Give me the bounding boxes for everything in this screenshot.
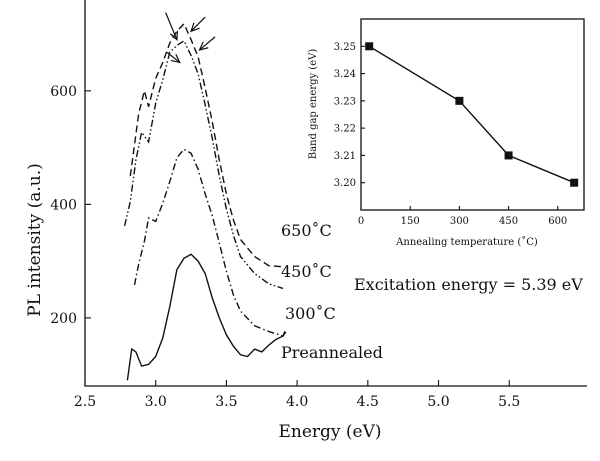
inset-y-tick-label: 3.24 bbox=[334, 69, 356, 80]
series-line-0 bbox=[126, 253, 287, 381]
inset-data-point bbox=[504, 151, 513, 160]
series-label-300: 300˚C bbox=[285, 304, 336, 323]
main-x-tick-label: 4.5 bbox=[357, 394, 379, 410]
main-y-tick-label: 200 bbox=[50, 311, 77, 327]
main-y-tick-label: 400 bbox=[50, 197, 77, 213]
main-x-tick-label: 3.5 bbox=[215, 394, 237, 410]
inset-series-group bbox=[365, 42, 579, 187]
inset-x-tick-label: 0 bbox=[358, 216, 364, 227]
inset-x-tick-label: 600 bbox=[548, 216, 567, 227]
series-label-preannealed: Preannealed bbox=[281, 343, 383, 362]
inset-data-point bbox=[365, 42, 374, 51]
inset-x-axis-label: Annealing temperature (˚C) bbox=[395, 236, 538, 248]
main-y-tick-label: 600 bbox=[50, 84, 77, 100]
inset-plot-frame bbox=[360, 18, 585, 211]
peak-arrow-line bbox=[166, 51, 181, 63]
inset-x-tick-label: 450 bbox=[499, 216, 518, 227]
inset-data-point bbox=[570, 178, 579, 187]
inset-y-tick-label: 3.25 bbox=[334, 42, 356, 53]
peak-arrow-line bbox=[165, 12, 178, 40]
main-chart: 2.5 3.0 3.5 4.0 4.5 5.0 5.5 200 400 600 Energy (… bbox=[25, 0, 587, 442]
peak-arrow-head bbox=[190, 22, 200, 33]
inset-y-tick-label: 3.21 bbox=[334, 151, 356, 162]
peak-arrow-head bbox=[169, 30, 179, 42]
inset-y-tick-label: 3.23 bbox=[334, 96, 356, 107]
peak-arrow-line bbox=[199, 36, 216, 51]
inset-x-ticks: 0 150 300 450 600 bbox=[358, 206, 567, 227]
main-x-tick-label: 5.5 bbox=[498, 394, 520, 410]
peak-arrow-line bbox=[190, 16, 206, 32]
peak-arrow-head bbox=[198, 41, 209, 51]
inset-x-tick-label: 300 bbox=[450, 216, 469, 227]
main-plot-frame-left-bottom bbox=[84, 0, 587, 387]
inset-data-point bbox=[455, 96, 464, 105]
inset-y-ticks: 3.20 3.21 3.22 3.23 3.24 3.25 bbox=[334, 42, 365, 189]
main-x-tick-label: 4.0 bbox=[286, 394, 308, 410]
inset-chart: 0 150 300 450 600 3.20 3.21 3.22 3.23 3.24 3.25 A… bbox=[308, 18, 585, 248]
peak-arrow-head bbox=[170, 54, 181, 64]
main-x-ticks: 2.5 3.0 3.5 4.0 4.5 5.0 5.5 bbox=[74, 380, 520, 410]
excitation-energy-annotation: Excitation energy = 5.39 eV bbox=[354, 275, 583, 294]
inset-y-axis-label: Band gap energy (eV) bbox=[308, 49, 319, 160]
inset-series-line bbox=[368, 45, 575, 184]
inset-y-tick-label: 3.20 bbox=[334, 178, 356, 189]
main-x-tick-label: 5.0 bbox=[427, 394, 449, 410]
series-line-2 bbox=[123, 39, 284, 290]
main-y-axis-label: PL intensity (a.u.) bbox=[25, 163, 45, 317]
main-series-group bbox=[123, 22, 287, 381]
inset-x-tick-label: 150 bbox=[401, 216, 420, 227]
series-label-650: 650˚C bbox=[281, 221, 332, 240]
series-line-3 bbox=[129, 22, 284, 268]
inset-y-tick-label: 3.22 bbox=[334, 124, 356, 135]
main-x-tick-label: 3.0 bbox=[145, 394, 167, 410]
main-x-axis-label: Energy (eV) bbox=[278, 422, 381, 442]
main-y-ticks: 200 400 600 bbox=[50, 84, 91, 327]
peak-arrows bbox=[165, 12, 216, 64]
main-x-tick-label: 2.5 bbox=[74, 394, 96, 410]
series-line-1 bbox=[133, 148, 287, 337]
series-label-450: 450˚C bbox=[281, 262, 332, 281]
